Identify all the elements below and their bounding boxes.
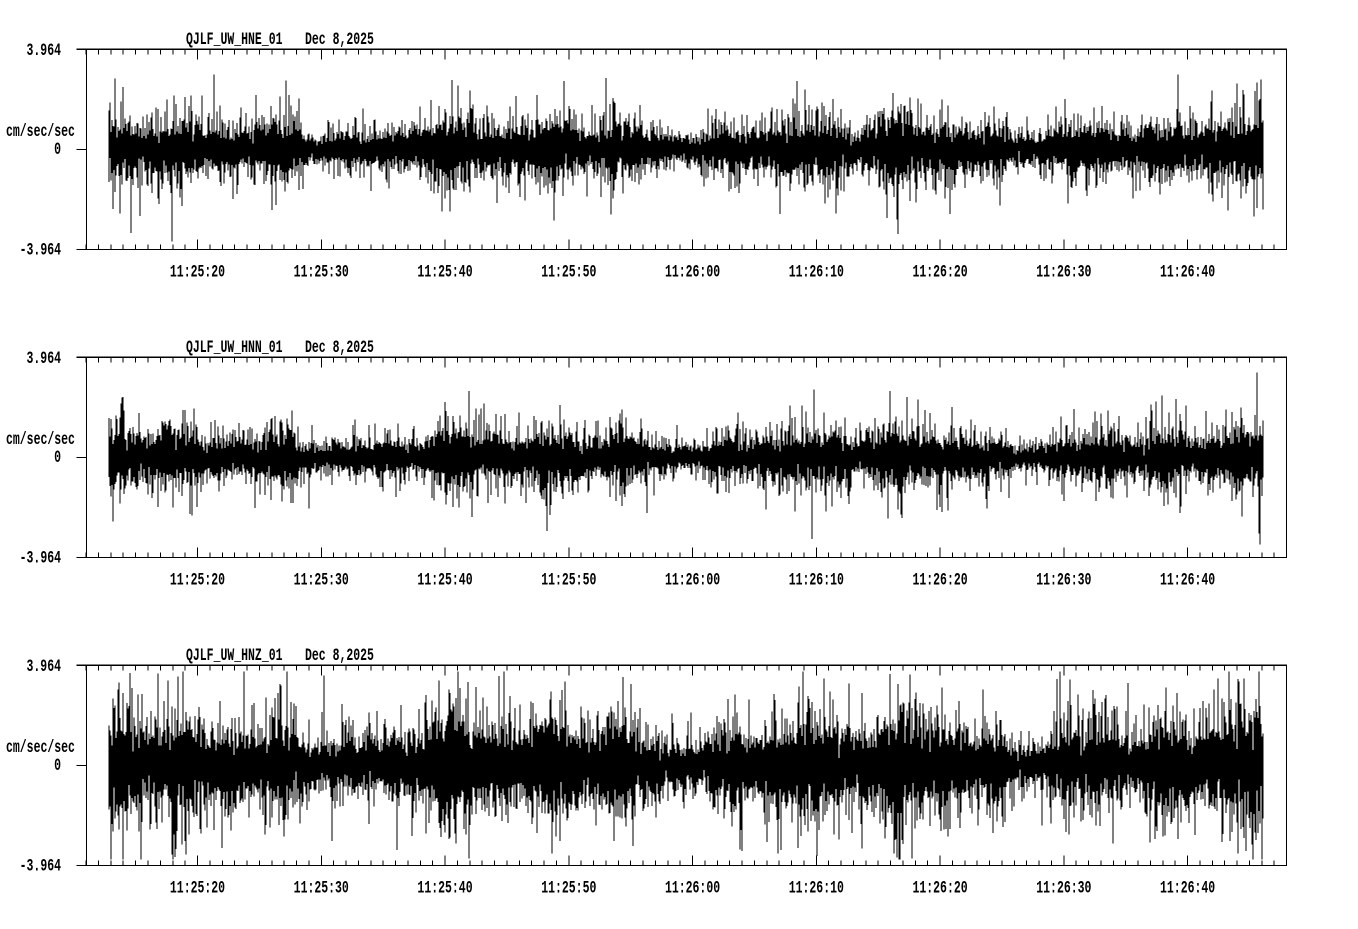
svg-text:0: 0 [54, 756, 61, 776]
svg-text:QJLF_UW_HNN_01: QJLF_UW_HNN_01 [186, 338, 283, 358]
svg-text:11:25:50: 11:25:50 [541, 262, 596, 282]
svg-text:11:25:50: 11:25:50 [541, 878, 596, 898]
svg-text:3.964: 3.964 [27, 349, 61, 369]
svg-text:11:26:10: 11:26:10 [789, 878, 844, 898]
svg-text:3.964: 3.964 [27, 41, 61, 61]
svg-text:11:26:00: 11:26:00 [665, 878, 720, 898]
svg-text:11:25:20: 11:25:20 [170, 878, 225, 898]
svg-text:11:25:40: 11:25:40 [417, 570, 472, 590]
svg-text:11:26:40: 11:26:40 [1160, 570, 1215, 590]
svg-text:11:26:30: 11:26:30 [1036, 570, 1091, 590]
svg-text:11:25:40: 11:25:40 [417, 878, 472, 898]
svg-text:11:26:10: 11:26:10 [789, 570, 844, 590]
svg-text:11:26:00: 11:26:00 [665, 262, 720, 282]
svg-text:cm/sec/sec: cm/sec/sec [6, 430, 75, 450]
svg-text:0: 0 [54, 140, 61, 160]
svg-text:11:25:50: 11:25:50 [541, 570, 596, 590]
svg-text:QJLF_UW_HNZ_01: QJLF_UW_HNZ_01 [186, 646, 283, 666]
svg-text:11:26:00: 11:26:00 [665, 570, 720, 590]
svg-text:11:25:20: 11:25:20 [170, 262, 225, 282]
svg-text:11:25:20: 11:25:20 [170, 570, 225, 590]
svg-text:11:26:20: 11:26:20 [912, 878, 967, 898]
svg-text:11:26:20: 11:26:20 [912, 262, 967, 282]
svg-text:3.964: 3.964 [27, 657, 61, 677]
svg-text:Dec 8,2025: Dec 8,2025 [305, 646, 374, 666]
svg-text:-3.964: -3.964 [20, 240, 61, 260]
svg-text:-3.964: -3.964 [20, 856, 61, 876]
svg-text:11:25:40: 11:25:40 [417, 262, 472, 282]
svg-text:cm/sec/sec: cm/sec/sec [6, 122, 75, 142]
svg-text:11:26:30: 11:26:30 [1036, 878, 1091, 898]
svg-text:11:26:40: 11:26:40 [1160, 878, 1215, 898]
svg-text:11:26:10: 11:26:10 [789, 262, 844, 282]
svg-text:-3.964: -3.964 [20, 548, 61, 568]
svg-text:11:25:30: 11:25:30 [294, 262, 349, 282]
svg-text:QJLF_UW_HNE_01: QJLF_UW_HNE_01 [186, 30, 283, 50]
svg-text:11:26:20: 11:26:20 [912, 570, 967, 590]
svg-text:Dec 8,2025: Dec 8,2025 [305, 30, 374, 50]
svg-text:11:26:40: 11:26:40 [1160, 262, 1215, 282]
svg-text:Dec 8,2025: Dec 8,2025 [305, 338, 374, 358]
svg-text:11:25:30: 11:25:30 [294, 878, 349, 898]
svg-text:11:25:30: 11:25:30 [294, 570, 349, 590]
svg-text:0: 0 [54, 448, 61, 468]
svg-text:11:26:30: 11:26:30 [1036, 262, 1091, 282]
svg-text:cm/sec/sec: cm/sec/sec [6, 738, 75, 758]
